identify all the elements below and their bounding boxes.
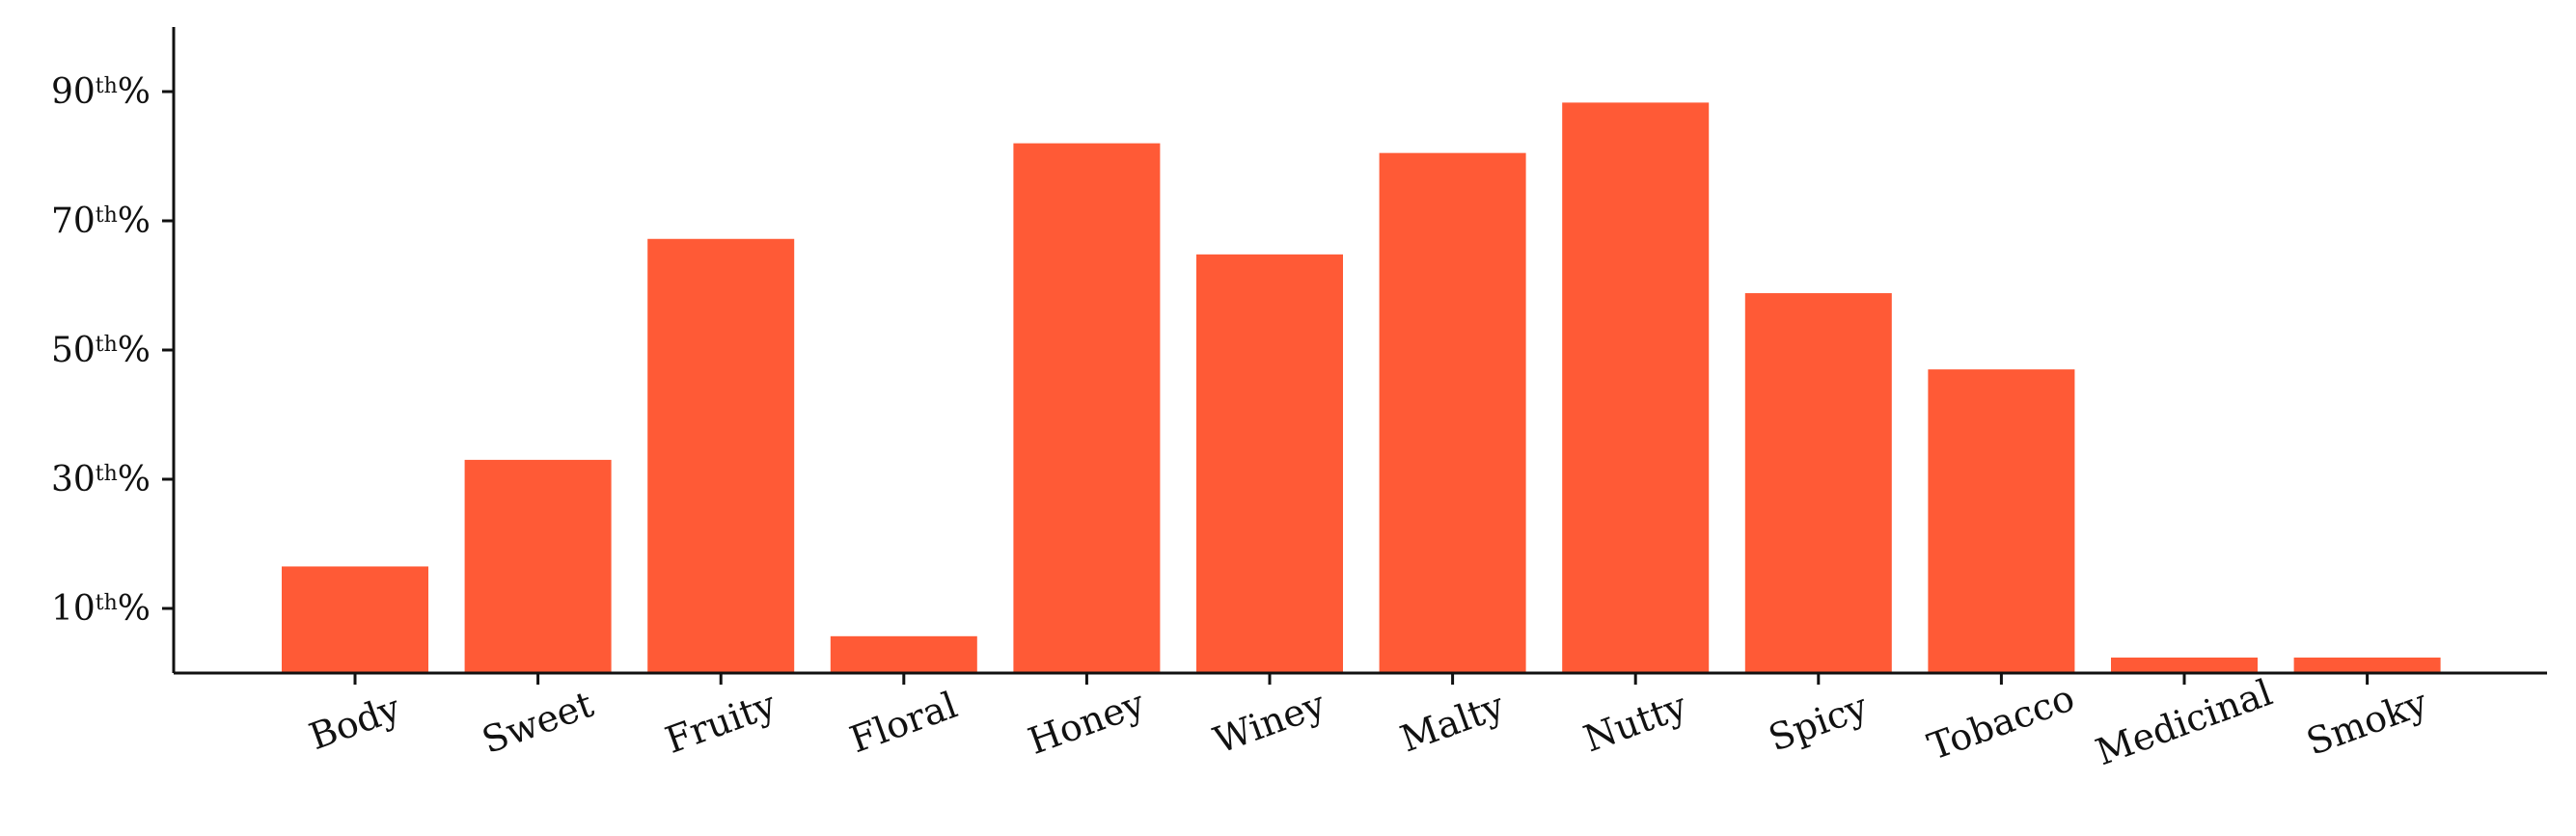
bars-group bbox=[282, 102, 2441, 674]
x-tick-label-spicy: Spicy bbox=[1763, 685, 1873, 760]
bar-body bbox=[282, 566, 428, 673]
y-tick-label: 30th% bbox=[51, 460, 151, 499]
y-tick-label: 90th% bbox=[51, 72, 151, 112]
x-tick-label-malty: Malty bbox=[1395, 684, 1510, 760]
y-tick-label: 70th% bbox=[51, 202, 151, 241]
x-tick-label-sweet: Sweet bbox=[477, 683, 599, 762]
bar-winey bbox=[1196, 254, 1343, 673]
y-tick-label: 50th% bbox=[51, 331, 151, 370]
bar-spicy bbox=[1744, 293, 1892, 673]
bar-malty bbox=[1379, 152, 1526, 673]
y-tick-number: 90 bbox=[51, 72, 96, 112]
y-tick-percent: % bbox=[118, 72, 151, 112]
y-tick-label: 10th% bbox=[51, 589, 151, 629]
x-ticks-group: Body Sweet Fruity Floral Honey Winey Malty Nutt… bbox=[304, 671, 2433, 774]
y-tick-ordinal: th bbox=[96, 333, 118, 357]
x-tick-label-tobacco: Tobacco bbox=[1922, 676, 2079, 768]
y-tick-ordinal: th bbox=[96, 462, 118, 486]
y-tick-number: 30 bbox=[51, 460, 96, 499]
bar-floral bbox=[830, 635, 977, 673]
y-tick-number: 50 bbox=[51, 331, 96, 370]
y-tick-ordinal: th bbox=[96, 74, 118, 98]
y-tick-percent: % bbox=[118, 202, 151, 241]
y-ticks-group: 10th%30th%50th%70th%90th% bbox=[51, 72, 174, 629]
x-tick-label-winey: Winey bbox=[1208, 683, 1330, 762]
x-tick-label-medicinal: Medicinal bbox=[2091, 671, 2278, 774]
bar-smoky bbox=[2293, 657, 2441, 673]
y-tick-ordinal: th bbox=[96, 203, 118, 228]
y-tick-number: 10 bbox=[51, 589, 96, 629]
y-tick-percent: % bbox=[118, 589, 151, 629]
y-tick-percent: % bbox=[118, 460, 151, 499]
bar-honey bbox=[1013, 143, 1161, 674]
bar-fruity bbox=[647, 238, 795, 673]
x-tick-label-body: Body bbox=[304, 687, 406, 759]
bar-tobacco bbox=[1928, 369, 2075, 673]
y-tick-number: 70 bbox=[51, 202, 96, 241]
bar-sweet bbox=[464, 459, 612, 673]
x-tick-label-nutty: Nutty bbox=[1578, 684, 1693, 760]
bar-medicinal bbox=[2111, 657, 2258, 673]
x-tick-label-honey: Honey bbox=[1023, 682, 1150, 763]
x-tick-label-smoky: Smoky bbox=[2301, 681, 2433, 764]
x-tick-label-fruity: Fruity bbox=[660, 683, 781, 762]
x-tick-label-floral: Floral bbox=[844, 684, 963, 761]
y-tick-ordinal: th bbox=[96, 591, 118, 615]
y-tick-percent: % bbox=[118, 331, 151, 370]
bar-nutty bbox=[1562, 102, 1710, 673]
